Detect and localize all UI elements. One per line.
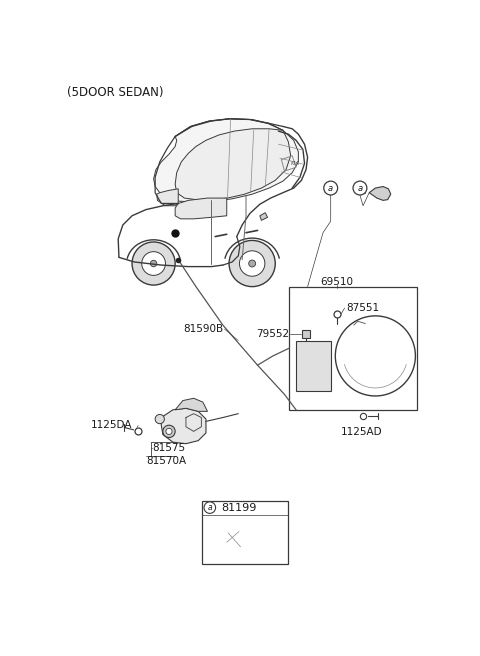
Circle shape xyxy=(142,252,166,276)
Polygon shape xyxy=(260,213,267,220)
Polygon shape xyxy=(369,186,391,200)
Circle shape xyxy=(163,425,175,438)
Polygon shape xyxy=(175,129,291,199)
Circle shape xyxy=(166,428,172,434)
Circle shape xyxy=(229,240,275,287)
Circle shape xyxy=(249,260,256,267)
Bar xyxy=(296,340,331,390)
Polygon shape xyxy=(175,198,227,219)
Polygon shape xyxy=(296,333,331,344)
Text: 87551: 87551 xyxy=(346,303,379,313)
Polygon shape xyxy=(222,527,245,553)
Text: 69510: 69510 xyxy=(320,277,353,287)
Circle shape xyxy=(155,415,164,424)
Circle shape xyxy=(204,502,216,514)
Text: 81590B: 81590B xyxy=(183,324,223,334)
Text: a: a xyxy=(328,184,333,193)
Polygon shape xyxy=(154,119,299,202)
Text: 79552: 79552 xyxy=(256,329,289,339)
Circle shape xyxy=(150,260,157,267)
Text: 1125AD: 1125AD xyxy=(341,427,382,437)
Circle shape xyxy=(324,181,337,195)
Text: 81575: 81575 xyxy=(152,443,185,453)
Text: 1125DA: 1125DA xyxy=(90,420,132,430)
Text: a: a xyxy=(358,184,362,193)
Circle shape xyxy=(240,251,265,276)
Text: 81570A: 81570A xyxy=(146,456,186,466)
Polygon shape xyxy=(156,189,178,206)
Bar xyxy=(289,287,417,410)
Text: a: a xyxy=(207,503,212,512)
Circle shape xyxy=(132,242,175,285)
Polygon shape xyxy=(161,408,206,443)
Text: 81199: 81199 xyxy=(221,502,257,512)
Circle shape xyxy=(353,181,367,195)
Text: (5DOOR SEDAN): (5DOOR SEDAN) xyxy=(67,87,164,100)
Polygon shape xyxy=(175,398,207,411)
Bar xyxy=(202,501,288,564)
Text: KIA: KIA xyxy=(291,161,300,166)
